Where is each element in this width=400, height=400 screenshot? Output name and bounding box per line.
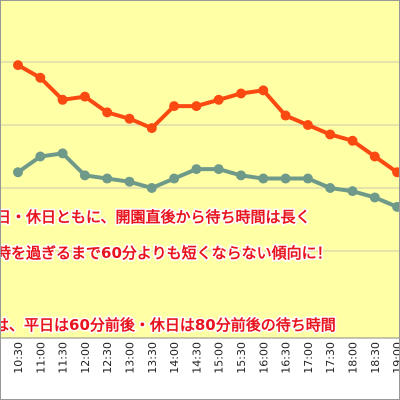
data-point xyxy=(191,164,202,175)
data-point xyxy=(124,176,135,187)
x-tick-label: 15:30 xyxy=(235,342,248,374)
data-point xyxy=(325,183,336,193)
x-tick-label: 10:30 xyxy=(12,342,25,374)
data-point xyxy=(124,113,135,124)
x-tick-label: 19:00 xyxy=(391,342,400,374)
data-point xyxy=(13,60,23,71)
data-point xyxy=(302,120,313,130)
annotation: 時を過ぎるまで60分よりも短くならない傾向に！ xyxy=(0,244,332,262)
x-tick-label: 11:00 xyxy=(34,342,47,374)
data-point xyxy=(369,192,380,203)
data-point xyxy=(280,173,291,184)
data-point xyxy=(57,94,68,105)
x-tick-label: 12:30 xyxy=(101,342,114,374)
x-tick-label: 12:00 xyxy=(79,342,92,374)
data-point xyxy=(191,101,202,112)
data-point xyxy=(169,101,180,112)
data-point xyxy=(280,110,291,121)
x-tick-label: 14:30 xyxy=(190,342,203,374)
data-point xyxy=(347,135,358,146)
data-point xyxy=(35,72,46,83)
data-point xyxy=(236,170,246,181)
data-point xyxy=(146,123,157,134)
x-tick-label: 18:00 xyxy=(347,342,360,374)
data-point xyxy=(392,167,400,178)
data-point xyxy=(325,129,336,140)
annotation: 日・休日ともに、開園直後から待ち時間は長く xyxy=(0,208,311,226)
data-point xyxy=(102,107,113,118)
data-point xyxy=(213,164,224,175)
x-tick-label: 16:30 xyxy=(280,342,293,374)
data-point xyxy=(213,94,224,105)
data-point xyxy=(258,173,269,184)
x-tick-label: 18:30 xyxy=(369,342,382,374)
x-tick-label: 11:30 xyxy=(57,342,70,374)
data-point xyxy=(302,173,313,184)
data-point xyxy=(79,170,90,181)
data-point xyxy=(146,183,157,193)
data-point xyxy=(347,186,358,197)
x-tick-label: 16:00 xyxy=(257,342,270,374)
data-point xyxy=(392,201,400,212)
data-point xyxy=(102,173,113,184)
data-point xyxy=(369,151,380,162)
annotation: は、平日は60分前後・休日は80分前後の待ち時間 xyxy=(0,316,336,334)
data-point xyxy=(236,88,246,99)
x-tick-label: 15:00 xyxy=(213,342,226,374)
x-tick-label: 17:30 xyxy=(324,342,337,374)
data-point xyxy=(35,151,46,162)
data-point xyxy=(13,167,23,178)
x-tick-label: 14:00 xyxy=(168,342,181,374)
x-tick-label: 17:00 xyxy=(302,342,315,374)
data-point xyxy=(169,173,180,184)
data-point xyxy=(57,148,68,159)
x-tick-label: 13:00 xyxy=(124,342,137,374)
data-point xyxy=(79,91,90,102)
data-point xyxy=(258,85,269,96)
x-tick-label: 13:30 xyxy=(146,342,159,374)
